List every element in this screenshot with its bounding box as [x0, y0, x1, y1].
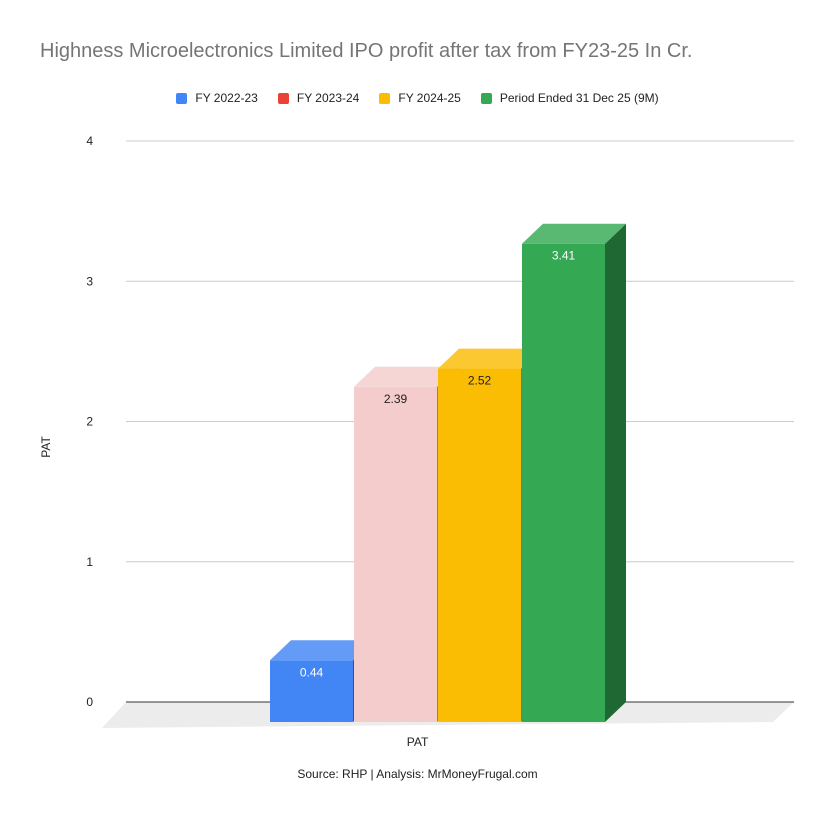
- y-tick-label-1: 1: [86, 555, 93, 569]
- legend-item-2[interactable]: FY 2024-25: [379, 91, 461, 105]
- chart-title: Highness Microelectronics Limited IPO pr…: [40, 40, 693, 62]
- x-axis-label: PAT: [406, 735, 429, 749]
- source-note: Source: RHP | Analysis: MrMoneyFrugal.co…: [297, 767, 538, 781]
- data-label-0: 0.44: [300, 665, 324, 679]
- legend-item-3[interactable]: Period Ended 31 Dec 25 (9M): [480, 91, 659, 105]
- legend-swatch-3: [480, 92, 492, 104]
- bar-top-1: [354, 366, 458, 387]
- legend-label-2: FY 2024-25: [398, 91, 461, 105]
- legend-label-0: FY 2022-23: [195, 91, 258, 105]
- data-label-2: 2.52: [468, 374, 492, 388]
- bar-side-3: [605, 223, 626, 722]
- legend-swatch-1: [277, 92, 289, 104]
- legend: FY 2022-23 FY 2023-24 FY 2024-25 Period …: [0, 91, 835, 105]
- bar-0: [270, 660, 353, 722]
- y-tick-label-0: 0: [86, 695, 93, 709]
- y-axis-label: PAT: [38, 436, 53, 458]
- bar-2: [438, 368, 521, 722]
- bar-top-0: [270, 640, 374, 661]
- y-tick-label-4: 4: [86, 134, 93, 148]
- y-tick-label-3: 3: [86, 274, 93, 288]
- y-tick-label-2: 2: [86, 415, 93, 429]
- legend-label-3: Period Ended 31 Dec 25 (9M): [499, 91, 659, 105]
- bar-3: [522, 243, 605, 722]
- legend-item-0[interactable]: FY 2022-23: [176, 91, 258, 105]
- legend-swatch-2: [379, 92, 391, 104]
- legend-label-1: FY 2023-24: [296, 91, 360, 105]
- legend-item-1[interactable]: FY 2023-24: [277, 91, 360, 105]
- data-label-1: 2.39: [384, 392, 408, 406]
- bar-top-2: [438, 348, 542, 369]
- bar-top-3: [522, 223, 626, 244]
- bar-1: [354, 386, 437, 722]
- data-label-3: 3.41: [552, 249, 576, 263]
- legend-swatch-0: [176, 92, 188, 104]
